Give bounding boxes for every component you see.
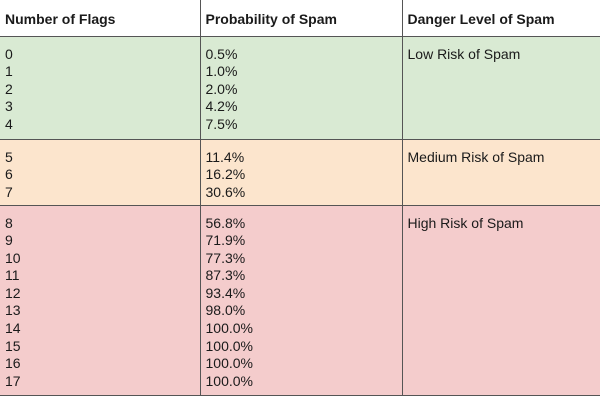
spam-probability: 2.0% [205,80,238,97]
spam-probability: 71.9% [205,232,246,249]
flag-count: 9 [5,232,13,249]
spam-probability: 0.5% [205,45,238,62]
flag-count: 2 [5,80,13,97]
spam-probability: 30.6% [205,183,246,200]
header-row: Number of Flags Probability of Spam Dang… [0,0,600,37]
flag-count: 1 [5,63,13,80]
probability-cell: 11.4% 16.2% 30.6% [199,138,403,206]
spam-probability: 93.4% [205,284,246,301]
flag-count: 16 [5,355,21,372]
spam-probability: 98.0% [205,302,246,319]
flag-count: 12 [5,284,21,301]
group-row-low-risk: 0 1 2 3 4 0.5% 1.0% 2.0% 4.2% 7.5% Low R… [0,35,600,140]
spam-probability: 87.3% [205,267,246,284]
flags-cell: 0 1 2 3 4 [0,35,201,140]
flag-count: 0 [5,45,13,62]
spam-probability: 1.0% [205,63,238,80]
header-number-of-flags: Number of Flags [0,0,201,37]
danger-level-cell: Low Risk of Spam [401,35,600,140]
flag-count: 15 [5,337,21,354]
flag-count: 5 [5,148,13,165]
spam-probability: 11.4% [205,148,245,165]
flags-cell: 5 6 7 [0,138,201,206]
danger-level-high: High Risk of Spam [407,214,524,231]
spam-probability: 7.5% [205,115,238,132]
spam-probability: 16.2% [205,166,246,183]
group-row-medium-risk: 5 6 7 11.4% 16.2% 30.6% Medium Risk of S… [0,138,600,206]
flag-count: 11 [5,267,20,284]
danger-level-medium: Medium Risk of Spam [407,148,545,165]
danger-level-low: Low Risk of Spam [407,45,521,62]
flag-count: 10 [5,249,21,266]
flag-count: 13 [5,302,21,319]
flag-count: 3 [5,98,13,115]
probability-cell: 0.5% 1.0% 2.0% 4.2% 7.5% [199,35,403,140]
flag-count: 4 [5,115,13,132]
spam-probability: 77.3% [205,249,246,266]
header-probability-of-spam: Probability of Spam [199,0,403,37]
flags-cell: 8 9 10 11 12 13 14 15 16 17 [0,204,201,396]
spam-probability: 100.0% [205,320,253,337]
danger-level-cell: High Risk of Spam [401,204,600,396]
spam-probability: 100.0% [205,372,253,389]
flag-count: 17 [5,372,21,389]
spam-probability: 100.0% [205,355,253,372]
flag-count: 7 [5,183,13,200]
header-danger-level: Danger Level of Spam [401,0,600,37]
spam-probability: 100.0% [205,337,253,354]
danger-level-cell: Medium Risk of Spam [401,138,600,206]
spam-probability: 4.2% [205,98,238,115]
group-row-high-risk: 8 9 10 11 12 13 14 15 16 17 56.8% 71.9% … [0,204,600,396]
flag-count: 6 [5,166,13,183]
spam-probability: 56.8% [205,214,246,231]
flag-count: 8 [5,214,13,231]
probability-cell: 56.8% 71.9% 77.3% 87.3% 93.4% 98.0% 100.… [199,204,403,396]
flag-count: 14 [5,320,21,337]
